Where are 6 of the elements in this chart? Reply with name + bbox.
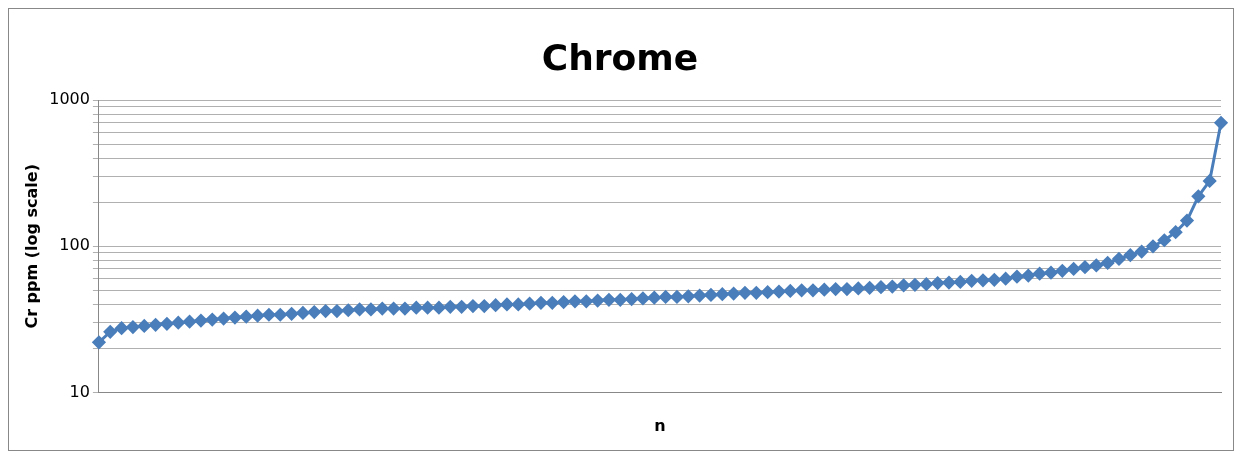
- x-axis-title: n: [654, 415, 666, 435]
- chart-title: Chrome: [541, 36, 699, 78]
- y-tick-label: 10: [69, 381, 90, 401]
- y-tick-label: 1000: [49, 89, 90, 109]
- y-tick-label: 100: [59, 235, 90, 255]
- y-axis-title: Cr ppm (log scale): [21, 163, 41, 329]
